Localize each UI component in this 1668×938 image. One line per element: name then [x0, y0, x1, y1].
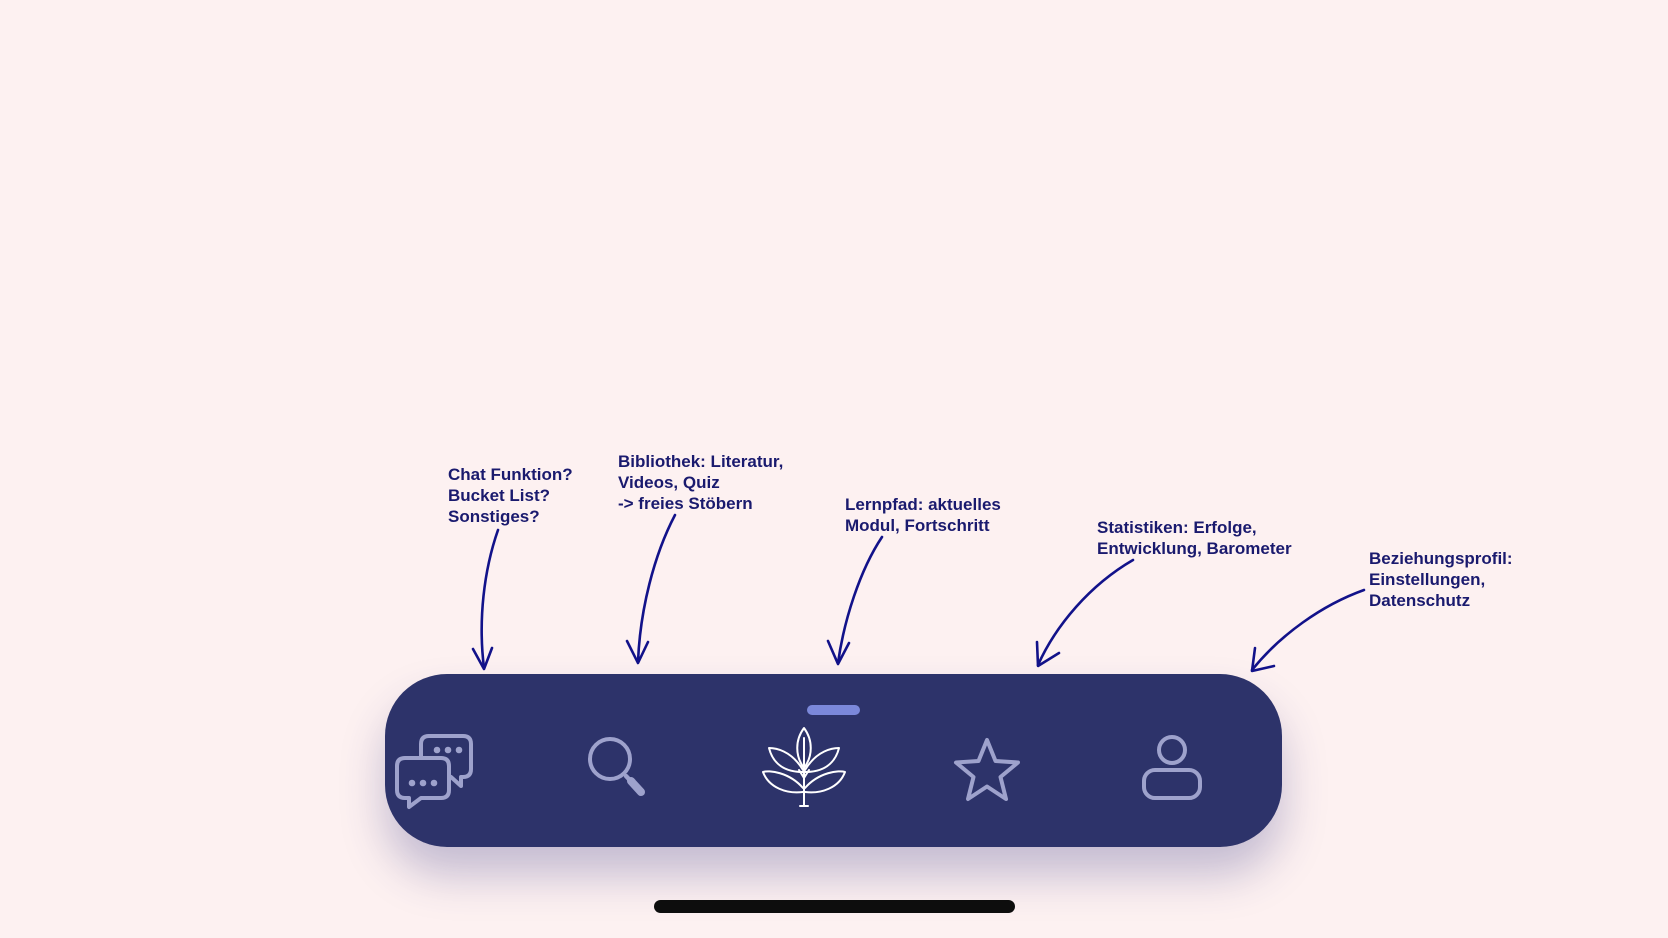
annotation-chat: Chat Funktion? Bucket List? Sonstiges? [448, 465, 573, 526]
tab-chat[interactable] [391, 726, 481, 816]
annotation-library: Bibliothek: Literatur, Videos, Quiz -> f… [618, 452, 784, 513]
tab-profile[interactable] [1127, 726, 1217, 816]
annotation-statistics: Statistiken: Erfolge, Entwicklung, Barom… [1097, 518, 1292, 558]
person-icon [1142, 735, 1202, 800]
annotation-learning-path: Lernpfad: aktuelles Modul, Fortschritt [845, 495, 1001, 535]
annotation-arrow-profile [1250, 588, 1366, 672]
home-indicator [654, 900, 1015, 913]
drag-handle[interactable] [807, 705, 860, 715]
search-icon [588, 737, 645, 796]
annotation-arrow-stats [1036, 558, 1135, 667]
annotation-profile: Beziehungsprofil: Einstellungen, Datensc… [1369, 549, 1513, 610]
tab-library[interactable] [575, 726, 665, 816]
annotation-arrow-chat [480, 528, 500, 670]
bottom-tab-bar [385, 674, 1282, 847]
plant-icon [762, 727, 846, 807]
annotation-arrow-library [636, 513, 677, 664]
annotation-arrow-path [836, 535, 884, 665]
tab-statistics[interactable] [942, 726, 1032, 816]
star-icon [954, 738, 1020, 801]
tab-learning-path[interactable] [759, 726, 849, 816]
chat-bubbles-icon [395, 734, 473, 809]
